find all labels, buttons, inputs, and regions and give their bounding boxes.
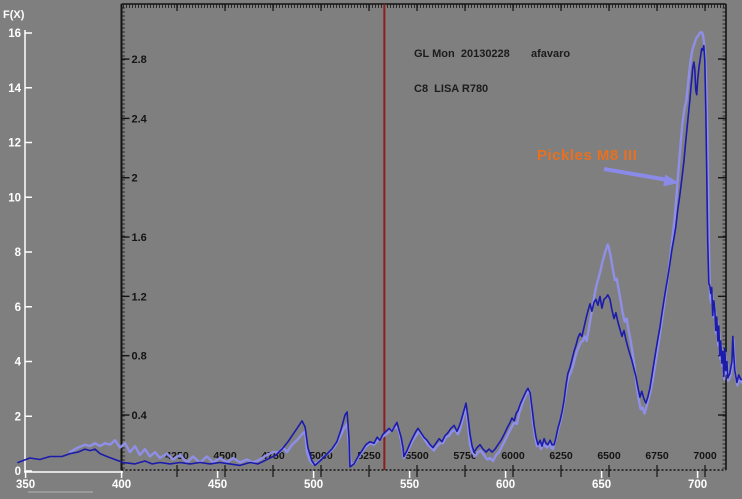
- inner-x-tick-label: 6250: [549, 450, 573, 462]
- inner-y-tick-label: 2: [132, 173, 138, 185]
- outer-y-tick-label: 12: [8, 138, 21, 150]
- inner-y-tick-label: 2.8: [132, 54, 147, 66]
- inner-x-tick-label: 5500: [405, 450, 429, 462]
- observation-title: GL Mon 20130228: [414, 48, 510, 60]
- outer-x-tick-label: 400: [112, 479, 131, 491]
- inner-y-tick-label: 0.4: [132, 410, 148, 422]
- outer-y-tick-label: 6: [15, 302, 21, 314]
- inner-y-tick-label: 2.4: [132, 113, 148, 125]
- outer-x-tick-label: 700: [688, 479, 707, 491]
- outer-y-tick-label: 16: [8, 28, 21, 40]
- outer-x-tick-label: 500: [304, 479, 323, 491]
- outer-y-tick-label: 4: [15, 357, 22, 369]
- outer-y-tick-label: 8: [15, 247, 22, 259]
- glmon-spectrum-curve: [17, 44, 742, 468]
- outer-x-tick-label: 450: [208, 479, 227, 491]
- instrument-info: C8 LISA R780: [414, 83, 489, 95]
- pickles-arrow-head: [663, 174, 679, 187]
- inner-y-tick-label: 0.8: [132, 351, 147, 363]
- observer-name: afavaro: [531, 48, 571, 60]
- pickles-reference-curve: [68, 31, 742, 467]
- inner-x-tick-label: 6000: [501, 450, 525, 462]
- inner-x-tick-label: 5250: [357, 450, 381, 462]
- inner-x-tick-label: 6500: [597, 450, 621, 462]
- outer-x-tick-label: 550: [400, 479, 419, 491]
- outer-x-tick-label: 650: [592, 479, 611, 491]
- outer-y-tick-label: 0: [15, 466, 21, 478]
- outer-x-tick-label: 600: [496, 479, 515, 491]
- pickles-arrow-shaft: [603, 167, 669, 182]
- inner-y-tick-label: 1.6: [132, 232, 147, 244]
- outer-y-tick-label: 14: [8, 83, 21, 95]
- outer-y-tick-label: 2: [15, 411, 21, 423]
- pickles-reference-annotation: Pickles M8 III: [537, 147, 638, 164]
- inner-x-tick-label: 6750: [645, 450, 669, 462]
- inner-y-tick-label: 1.2: [132, 291, 147, 303]
- outer-x-tick-label: 350: [16, 479, 35, 491]
- inner-x-tick-label: 5750: [453, 450, 477, 462]
- outer-axis-title: F(X): [3, 9, 25, 21]
- outer-y-tick-label: 10: [8, 192, 21, 204]
- inner-x-tick-label: 7000: [693, 450, 717, 462]
